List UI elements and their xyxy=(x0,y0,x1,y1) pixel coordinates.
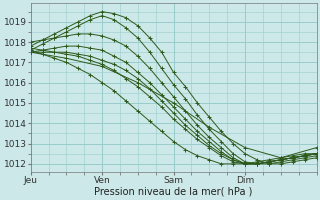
X-axis label: Pression niveau de la mer( hPa ): Pression niveau de la mer( hPa ) xyxy=(94,187,253,197)
